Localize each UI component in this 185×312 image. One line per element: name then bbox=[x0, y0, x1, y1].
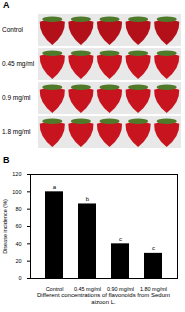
svg-text:a: a bbox=[53, 184, 57, 190]
svg-text:Control: Control bbox=[2, 26, 24, 33]
svg-text:0: 0 bbox=[18, 275, 21, 281]
html-text:B: B bbox=[3, 155, 10, 165]
svg-text:100: 100 bbox=[12, 189, 21, 195]
svg-text:0.45 mg/ml: 0.45 mg/ml bbox=[2, 60, 35, 68]
svg-text:0.45 mg/ml: 0.45 mg/ml bbox=[74, 286, 101, 292]
svg-text:80: 80 bbox=[15, 206, 21, 212]
svg-text:60: 60 bbox=[15, 223, 21, 229]
svg-text:Disease incidence (%): Disease incidence (%) bbox=[2, 199, 8, 254]
svg-text:40: 40 bbox=[15, 241, 21, 247]
html-text:A: A bbox=[3, 0, 10, 10]
svg-text:1.8 mg/ml: 1.8 mg/ml bbox=[2, 128, 31, 136]
html-text:Different concentrations of fl: Different concentrations of flavonoids f… bbox=[37, 292, 170, 305]
svg-text:120: 120 bbox=[12, 171, 21, 177]
svg-text:b: b bbox=[86, 196, 90, 202]
svg-text:c: c bbox=[152, 245, 155, 251]
svg-text:0.9 mg/ml: 0.9 mg/ml bbox=[2, 94, 31, 102]
svg-text:c: c bbox=[119, 236, 122, 242]
svg-text:0.90 mg/ml: 0.90 mg/ml bbox=[107, 286, 134, 292]
svg-text:1.80 mg/ml: 1.80 mg/ml bbox=[140, 286, 167, 292]
svg-text:20: 20 bbox=[15, 258, 21, 264]
svg-text:Control: Control bbox=[46, 286, 64, 292]
